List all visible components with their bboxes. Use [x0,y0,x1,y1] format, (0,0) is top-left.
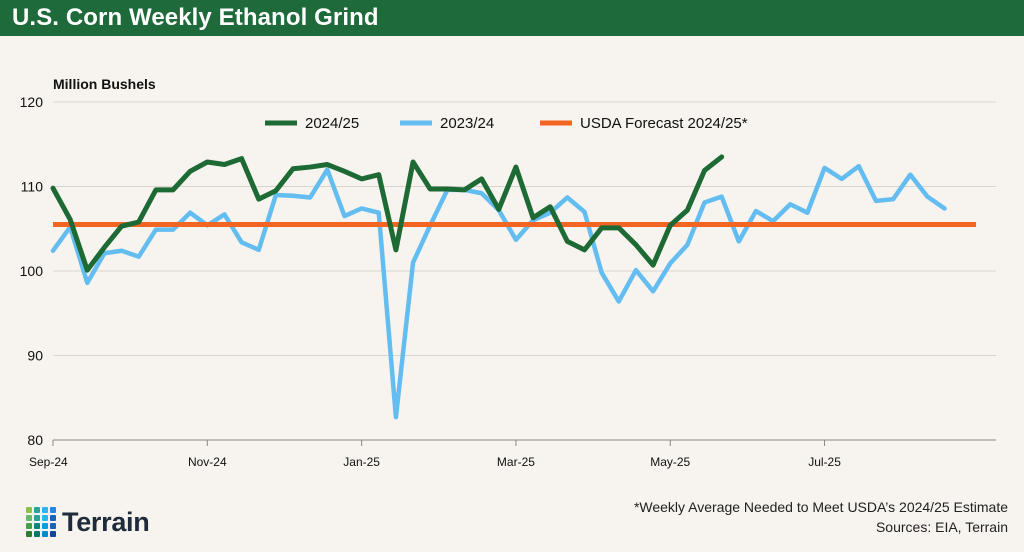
logo-mark-icon [26,507,56,537]
title-bar: U.S. Corn Weekly Ethanol Grind [0,0,1024,36]
footnote: *Weekly Average Needed to Meet USDA’s 20… [634,497,1008,537]
footnote-note: *Weekly Average Needed to Meet USDA’s 20… [633,499,1008,515]
logo-wordmark: Terrain [62,506,150,537]
y-tick-label: 80 [27,432,43,448]
legend-label: USDA Forecast 2024/25* [580,115,748,132]
y-tick-label: 120 [20,94,44,110]
y-axis-label: Million Bushels [53,76,156,92]
x-tick-label: May-25 [650,455,690,469]
y-tick-label: 110 [21,179,44,195]
x-tick-label: Sep-24 [29,455,68,469]
legend: 2024/25 2023/24 USDA Forecast 2024/25* [265,115,748,132]
y-tick-label: 100 [20,263,44,279]
legend-label: 2024/25 [305,115,359,132]
terrain-logo: Terrain [26,502,150,542]
footnote-sources: Sources: EIA, Terrain [875,519,1008,535]
x-tick-label: Nov-24 [188,455,227,469]
legend-label: 2023/24 [440,115,494,132]
x-tick-label: Jul-25 [808,455,841,469]
series-lines [50,154,976,420]
chart-title: U.S. Corn Weekly Ethanol Grind [12,4,379,31]
series-line-0 [50,154,725,273]
line-chart: Million Bushels 80 90 100 110 120 Sep-24 Nov-24… [20,76,996,469]
x-tick-label: Jan-25 [343,455,380,469]
axes: Million Bushels 80 90 100 110 120 Sep-24 Nov-24… [20,76,996,469]
y-tick-label: 90 [27,348,43,364]
x-tick-label: Mar-25 [497,455,535,469]
